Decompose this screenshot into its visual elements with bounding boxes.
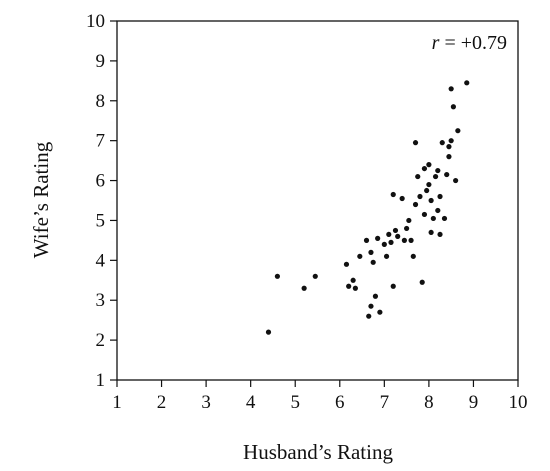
y-tick-label: 4 xyxy=(96,250,106,271)
data-point xyxy=(377,309,383,315)
x-tick-label: 9 xyxy=(469,392,479,413)
x-tick-label: 5 xyxy=(290,392,300,413)
data-point xyxy=(421,165,428,172)
data-point xyxy=(388,239,394,245)
data-point xyxy=(410,253,416,259)
data-point xyxy=(395,233,401,239)
data-point xyxy=(343,261,350,267)
data-point xyxy=(404,225,410,232)
correlation-symbol: r xyxy=(432,32,440,54)
data-point xyxy=(399,195,405,202)
data-point xyxy=(366,313,372,319)
data-point xyxy=(448,86,454,92)
y-tick-label: 9 xyxy=(96,51,106,72)
data-point xyxy=(350,277,356,283)
data-point xyxy=(381,241,387,247)
data-point xyxy=(428,197,434,204)
data-point xyxy=(274,273,280,279)
y-axis-ticks: 1 2 3 4 5 6 7 8 9 10 xyxy=(86,11,117,391)
data-point xyxy=(437,231,443,238)
data-point xyxy=(455,128,461,134)
data-point xyxy=(368,249,374,255)
data-point xyxy=(408,237,414,243)
data-point xyxy=(432,173,439,180)
x-tick-label: 1 xyxy=(112,392,122,413)
data-point xyxy=(390,283,396,289)
data-point xyxy=(419,279,425,285)
data-point xyxy=(372,293,379,299)
x-tick-label: 7 xyxy=(380,392,390,413)
y-tick-label: 2 xyxy=(96,330,106,351)
data-point xyxy=(392,227,399,234)
data-point xyxy=(435,207,441,214)
data-point xyxy=(370,259,376,265)
y-tick-label: 5 xyxy=(96,210,106,231)
data-point xyxy=(357,253,363,259)
x-tick-label: 8 xyxy=(424,392,434,413)
data-point xyxy=(448,138,454,144)
data-point xyxy=(446,154,452,160)
data-point xyxy=(401,237,407,243)
data-point xyxy=(441,215,448,222)
data-point xyxy=(415,173,421,180)
data-point xyxy=(430,215,436,222)
correlation-annotation: r = +0.79 xyxy=(432,32,507,54)
data-point xyxy=(390,191,396,198)
x-axis-title: Husband’s Rating xyxy=(243,440,393,464)
data-point xyxy=(412,201,419,208)
data-point xyxy=(435,167,441,174)
data-point xyxy=(265,329,272,335)
x-axis-ticks: 1 2 3 4 5 6 7 8 9 10 xyxy=(112,380,528,413)
y-tick-label: 3 xyxy=(96,290,106,311)
x-tick-label: 4 xyxy=(246,392,256,413)
data-point xyxy=(428,229,434,236)
y-tick-label: 6 xyxy=(96,171,106,192)
data-point xyxy=(426,181,432,188)
data-point xyxy=(439,140,445,146)
y-tick-label: 1 xyxy=(96,370,106,391)
data-point xyxy=(312,273,318,279)
data-point xyxy=(363,237,370,243)
data-point xyxy=(375,235,381,241)
data-point xyxy=(368,303,374,309)
data-point xyxy=(346,283,352,289)
data-point xyxy=(383,253,390,259)
data-point xyxy=(417,193,423,200)
data-point xyxy=(453,177,459,184)
data-point xyxy=(352,285,358,291)
data-point xyxy=(446,144,452,150)
data-point xyxy=(406,217,412,224)
data-point xyxy=(444,171,450,178)
data-point xyxy=(412,140,419,146)
data-point xyxy=(450,104,456,110)
y-axis-title: Wife’s Rating xyxy=(29,141,53,258)
x-tick-label: 2 xyxy=(157,392,167,413)
plot-border xyxy=(116,20,519,381)
x-tick-label: 3 xyxy=(201,392,211,413)
plot-frame xyxy=(116,20,519,381)
data-point xyxy=(421,211,428,218)
data-point xyxy=(386,231,392,238)
correlation-value: = +0.79 xyxy=(439,32,507,54)
y-tick-label: 7 xyxy=(96,131,106,152)
y-tick-label: 10 xyxy=(86,11,105,32)
data-point xyxy=(426,162,432,168)
data-points xyxy=(265,80,470,335)
data-point xyxy=(437,193,443,200)
data-point xyxy=(424,187,430,194)
y-tick-label: 8 xyxy=(96,91,106,112)
x-tick-label: 6 xyxy=(335,392,345,413)
data-point xyxy=(464,80,470,86)
data-point xyxy=(301,285,307,291)
x-tick-label: 10 xyxy=(509,392,528,413)
